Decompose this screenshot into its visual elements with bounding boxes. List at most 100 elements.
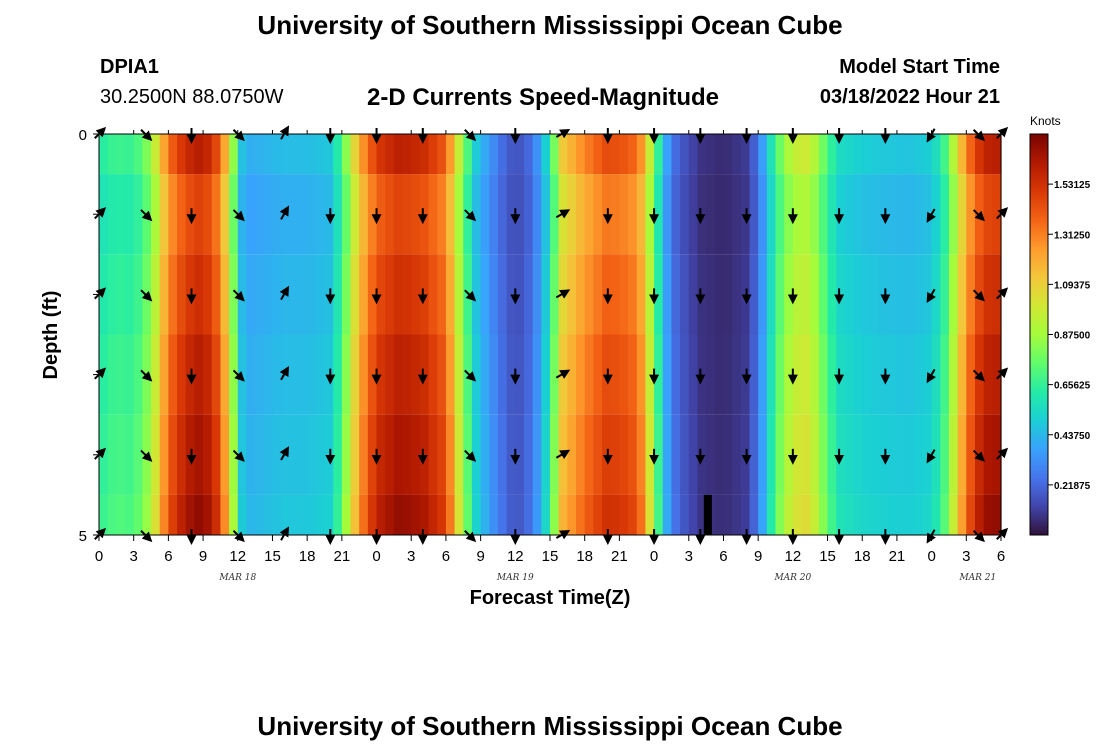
heatmap-cell bbox=[532, 334, 542, 415]
heatmap-cell bbox=[541, 174, 551, 255]
x-tick-label: 12 bbox=[785, 548, 802, 565]
heatmap-cell bbox=[272, 414, 282, 495]
heatmap-cell bbox=[151, 134, 161, 175]
heatmap-cell bbox=[680, 174, 690, 255]
heatmap-cell bbox=[602, 254, 612, 335]
heatmap-cell bbox=[263, 494, 274, 535]
heatmap-cell bbox=[862, 174, 872, 255]
heatmap-cell bbox=[116, 134, 126, 175]
heatmap-cell bbox=[541, 494, 551, 535]
heatmap-cell bbox=[593, 334, 603, 415]
heatmap-cell bbox=[428, 334, 438, 415]
current-arrow bbox=[555, 209, 571, 219]
heatmap-cell bbox=[506, 134, 516, 175]
heatmap-cell bbox=[107, 174, 117, 255]
heatmap-cell bbox=[281, 134, 291, 175]
heatmap-cell bbox=[992, 134, 1002, 175]
heatmap-cell bbox=[602, 334, 612, 415]
heatmap-cell bbox=[116, 334, 126, 415]
heatmap-cell bbox=[862, 134, 872, 175]
heatmap-cell bbox=[749, 174, 759, 255]
heatmap-cell bbox=[116, 414, 126, 495]
heatmap-cell bbox=[602, 174, 612, 255]
heatmap-cell bbox=[558, 134, 568, 175]
page-title: University of Southern Mississippi Ocean… bbox=[257, 10, 843, 40]
heatmap-cell bbox=[732, 494, 742, 535]
heatmap-cell bbox=[836, 414, 846, 495]
heatmap-cell bbox=[151, 254, 161, 335]
date-label: MAR 18 bbox=[218, 573, 256, 583]
heatmap-cell bbox=[411, 174, 421, 255]
heatmap-cell bbox=[914, 494, 924, 535]
heatmap-cell bbox=[940, 134, 950, 175]
heatmap-cell bbox=[298, 334, 308, 415]
heatmap-cell bbox=[844, 174, 855, 255]
heatmap-cell bbox=[506, 494, 516, 535]
heatmap-cell bbox=[532, 174, 542, 255]
heatmap-cell bbox=[142, 334, 152, 415]
heatmap-cell bbox=[419, 414, 430, 495]
heatmap-cell bbox=[550, 254, 560, 335]
heatmap-cell bbox=[107, 334, 117, 415]
heatmap-cell bbox=[177, 334, 187, 415]
heatmap-cell bbox=[263, 134, 274, 175]
heatmap-cell bbox=[220, 414, 230, 495]
heatmap-cell bbox=[810, 334, 820, 415]
heatmap-cell bbox=[723, 174, 733, 255]
x-tick-label: 18 bbox=[299, 548, 316, 565]
heatmap-cell bbox=[879, 134, 889, 175]
heatmap-cell bbox=[879, 254, 889, 335]
heatmap-cell bbox=[194, 334, 204, 415]
colorbar-gradient bbox=[1029, 133, 1049, 536]
heatmap-cell bbox=[376, 174, 386, 255]
chart-area: 0 3 6 9 12 15 18 21 0 3 6 9 12 15 18 21 0 3 6 9 12 15 18 21 0 3 6M… bbox=[40, 114, 1091, 609]
heatmap-cell bbox=[870, 254, 881, 335]
current-arrow bbox=[232, 369, 245, 382]
heatmap-cell bbox=[922, 494, 933, 535]
heatmap-cell bbox=[862, 494, 872, 535]
heatmap-cell bbox=[177, 494, 187, 535]
heatmap-cell bbox=[801, 414, 811, 495]
heatmap-cell bbox=[255, 414, 265, 495]
heatmap-cell bbox=[281, 254, 291, 335]
heatmap-cell bbox=[914, 254, 924, 335]
heatmap-cell bbox=[402, 494, 412, 535]
x-tick-label: 6 bbox=[164, 548, 172, 565]
heatmap-cell bbox=[732, 174, 742, 255]
colorbar-tick-label: 1.31250 bbox=[1054, 230, 1091, 241]
heatmap-cell bbox=[237, 134, 248, 175]
heatmap-cell bbox=[862, 254, 872, 335]
heatmap-cell bbox=[515, 254, 525, 335]
heatmap-cell bbox=[393, 334, 404, 415]
heatmap-cell bbox=[116, 174, 126, 255]
heatmap-cell bbox=[680, 494, 690, 535]
colorbar-unit: Knots bbox=[1030, 114, 1061, 128]
heatmap-cell bbox=[905, 494, 915, 535]
colorbar-tick-label: 1.53125 bbox=[1054, 180, 1091, 191]
heatmap-cell bbox=[740, 254, 751, 335]
heatmap-cell bbox=[992, 254, 1002, 335]
heatmap-cell bbox=[246, 174, 256, 255]
heatmap-cell bbox=[671, 254, 681, 335]
heatmap-cell bbox=[619, 254, 629, 335]
heatmap-cell bbox=[775, 494, 785, 535]
heatmap-cell bbox=[888, 254, 898, 335]
heatmap-cell bbox=[229, 494, 239, 535]
heatmap-cell bbox=[523, 414, 534, 495]
heatmap-cell bbox=[818, 334, 829, 415]
heatmap-cell bbox=[706, 174, 716, 255]
heatmap-cell bbox=[567, 494, 577, 535]
heatmap-cell bbox=[948, 494, 959, 535]
heatmap-cell bbox=[636, 134, 647, 175]
heatmap-cell bbox=[333, 174, 343, 255]
x-tick-label: 6 bbox=[997, 548, 1005, 565]
x-tick-label: 3 bbox=[685, 548, 693, 565]
heatmap-cell bbox=[428, 494, 438, 535]
heatmap-cell bbox=[523, 494, 534, 535]
heatmap-cell bbox=[567, 334, 577, 415]
heatmap-cell bbox=[523, 174, 534, 255]
heatmap-cell bbox=[376, 414, 386, 495]
heatmap-cell bbox=[142, 414, 152, 495]
heatmap-cell bbox=[896, 494, 907, 535]
heatmap-cell bbox=[454, 254, 464, 335]
